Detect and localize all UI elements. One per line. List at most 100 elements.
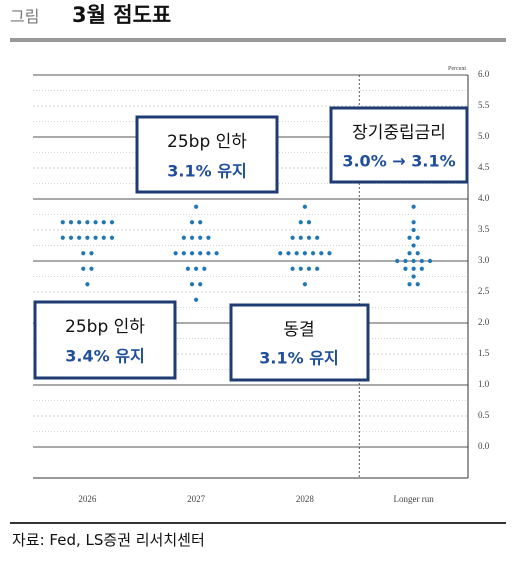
annotation-text: 3.4% 유지 [65,347,144,366]
annotation-text: 3.1% 유지 [259,349,338,368]
dot [68,235,74,240]
dot [407,235,412,240]
dot [89,251,94,256]
header-label: 그림 [10,7,39,26]
dot [310,251,316,256]
dot [278,251,283,256]
x-tick-label: Longer run [394,494,435,504]
y-tick-label: 1.5 [478,348,490,358]
dot [290,235,295,240]
dot [411,227,416,233]
dot [89,266,94,271]
dot [302,282,307,287]
dot [395,258,400,264]
x-tick-label: 2027 [187,494,206,504]
dot [109,220,115,225]
dot [68,220,74,225]
y-tick-label: 5.5 [478,100,490,110]
y-tick-label: 0.5 [478,410,490,420]
dot [302,251,307,256]
annotation: 장기중립금리 3.0% → 3.1% [329,106,469,184]
dot [415,235,420,240]
dot [294,251,299,256]
annotation-text: 장기중립금리 [352,123,446,143]
dot [315,235,320,240]
dot [77,235,82,240]
y-tick-label: 1.0 [478,379,490,389]
dot [286,251,291,256]
dot [189,235,195,240]
dot [407,282,412,287]
dot [306,220,312,225]
dot [85,220,90,225]
y-tick-label: 5.0 [478,131,490,141]
dot [411,266,416,271]
dot [206,251,211,256]
dot [60,235,65,240]
header-title: 3월 점도표 [72,3,171,27]
dot [101,220,106,225]
dot [81,266,86,271]
dot [415,282,420,287]
dot [411,204,416,209]
dot [93,220,98,225]
annotation-text: 25bp 인하 [65,317,145,337]
y-tick-label: 2.5 [478,286,490,296]
dot [198,220,203,225]
dot [214,251,219,256]
dot [77,220,82,225]
dot [194,266,199,271]
y-tick-label: 2.0 [478,317,490,327]
dot [202,266,207,271]
x-tick-label: 2026 [78,494,97,504]
dot [315,266,320,271]
dot [411,258,416,264]
dot [189,220,195,225]
dot [306,235,312,240]
dot [109,235,115,240]
dot [306,266,312,271]
annotation-text: 3.0% → 3.1% [342,152,455,171]
dot [85,282,90,287]
dot [206,235,211,240]
dot [411,243,416,248]
dot [415,251,420,256]
source: 자료: Fed, LS증권 리서치센터 [12,531,205,549]
dot [181,251,186,256]
annotation-text: 동결 [283,320,314,340]
header-rule [10,38,506,42]
dot [194,204,199,209]
dot [198,251,203,256]
annotation-text: 25bp 인하 [167,132,247,152]
dot [302,204,307,209]
dot [101,235,106,240]
dot [411,274,416,279]
dot [173,251,178,256]
dot [181,235,186,240]
y-tick-label: 3.0 [478,255,490,265]
footer-rule [10,522,506,524]
y-tick-label: 6.0 [478,69,490,79]
annotation-text: 3.1% 유지 [167,162,246,181]
annotation: 25bp 인하 3.1% 유지 [135,115,279,194]
dot [194,297,199,302]
plot: Percent 0.0 0.5 1.0 1.5 2.0 2.5 3.0 3.5 4.0 4.5 5.0… [33,66,490,504]
dot [319,251,324,256]
dot [198,235,203,240]
x-tick-label: 2028 [296,494,315,504]
y-tick-label: 3.5 [478,224,490,234]
dot [427,258,433,264]
annotation: 25bp 인하 3.4% 유지 [33,300,177,380]
dot [403,258,408,264]
dot [419,266,424,271]
dot [198,282,203,287]
dot [403,266,408,271]
dot [290,266,295,271]
dot [189,282,195,287]
dot [419,258,424,264]
dot [407,251,412,256]
dot [93,235,98,240]
y-tick-label: 4.0 [478,193,490,203]
y-tick-label: 0.0 [478,441,490,451]
